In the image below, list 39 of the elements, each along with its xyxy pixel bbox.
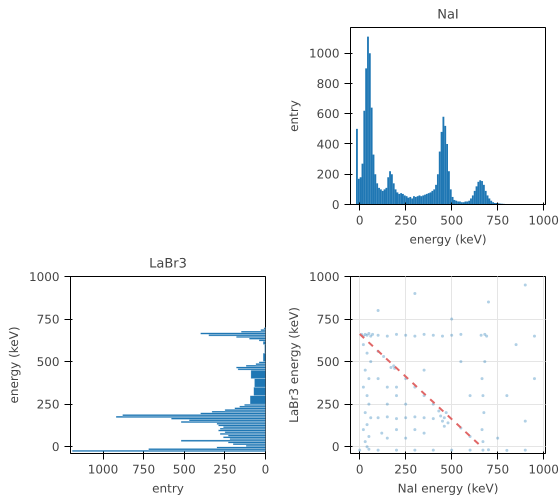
y-tick-label: 1000 (28, 270, 60, 284)
x-tick-label: 1000 (528, 214, 559, 228)
y-tick-label: 1000 (308, 270, 340, 284)
y-tick-label: 750 (36, 312, 60, 327)
x-tick-label: 500 (172, 462, 196, 476)
y-tick-label: 500 (316, 355, 340, 370)
chart-title: LaBr3 (149, 256, 187, 272)
y-tick-label: 200 (316, 168, 340, 182)
x-tick-label: 250 (394, 214, 418, 228)
y-tick-label: 250 (316, 398, 340, 412)
x-tick-label: 500 (440, 214, 464, 228)
y-tick-label: 500 (36, 355, 60, 370)
x-tick-label: 0 (356, 214, 364, 228)
y-tick-label: 1000 (308, 46, 340, 61)
x-tick-label: 0 (262, 462, 270, 476)
y-tick-label: 0 (332, 198, 340, 212)
x-tick-label: 750 (486, 214, 510, 228)
y-axis-title: entry (286, 100, 301, 132)
y-tick-label: 600 (316, 107, 340, 122)
x-tick-label: 750 (486, 462, 510, 476)
x-tick-label: 250 (394, 462, 418, 476)
x-tick-label: 500 (440, 462, 464, 476)
y-tick-label: 0 (332, 440, 340, 454)
x-axis-title: energy (keV) (409, 232, 487, 246)
x-tick-label: 1000 (88, 462, 118, 476)
y-axis-title: energy (keV) (6, 326, 21, 404)
x-tick-label: 750 (132, 462, 156, 476)
x-tick-label: 1000 (528, 462, 559, 476)
chart-title: NaI (437, 8, 459, 22)
x-axis-title: entry (152, 482, 184, 496)
x-tick-label: 250 (213, 462, 236, 476)
y-tick-label: 750 (316, 312, 340, 327)
x-axis-title: NaI energy (keV) (398, 482, 498, 496)
y-tick-label: 0 (52, 440, 60, 454)
y-tick-label: 250 (36, 398, 60, 412)
x-tick-label: 0 (356, 462, 364, 476)
y-tick-label: 400 (316, 137, 340, 152)
y-axis-title: LaBr3 energy (keV) (286, 307, 301, 423)
y-tick-label: 800 (316, 76, 340, 91)
